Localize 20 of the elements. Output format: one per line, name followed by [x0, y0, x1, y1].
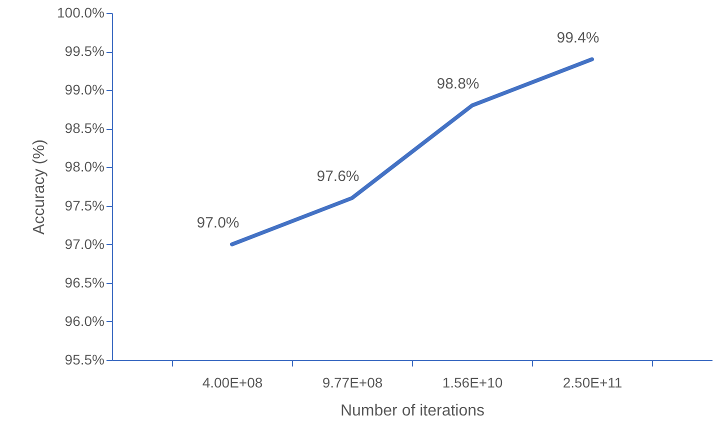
y-tick-label: 99.5%: [64, 43, 104, 60]
y-tick-label: 100.0%: [57, 4, 104, 20]
y-tick-label: 95.5%: [64, 352, 104, 368]
y-tick-label: 96.5%: [64, 274, 104, 290]
x-tick-label: 9.77E+08: [322, 374, 383, 390]
x-tick-label: 4.00E+08: [202, 374, 263, 390]
data-label: 97.6%: [316, 168, 360, 186]
y-tick-label: 97.5%: [64, 197, 104, 214]
data-label: 99.4%: [556, 29, 600, 46]
y-tick-label: 96.0%: [64, 312, 104, 329]
y-tick-label: 99.0%: [64, 82, 104, 98]
data-label: 98.8%: [436, 76, 480, 93]
x-axis-title: Number of iterations: [340, 402, 485, 420]
y-tick-label: 97.0%: [64, 236, 104, 252]
x-tick-label: 1.56E+10: [442, 374, 503, 390]
data-label: 97.0%: [196, 214, 240, 232]
y-axis-title: Accuracy (%): [31, 139, 48, 235]
y-tick-label: 98.5%: [64, 120, 104, 136]
x-tick-label: 2.50E+11: [562, 374, 622, 390]
y-tick-label: 98.0%: [64, 158, 104, 175]
